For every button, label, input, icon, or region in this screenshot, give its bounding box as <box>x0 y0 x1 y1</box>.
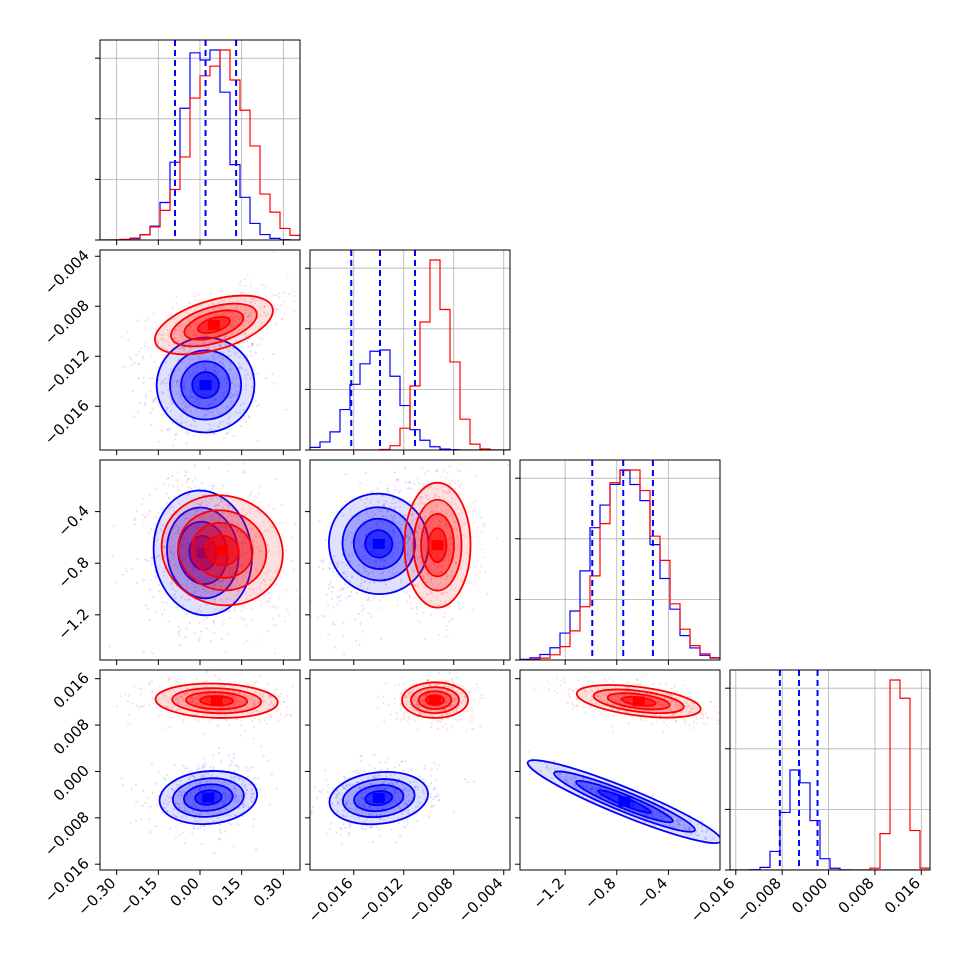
y-tick-label: −0.012 <box>41 346 93 398</box>
y-tick-label: −0.008 <box>41 808 93 860</box>
y-tick-label: −1.2 <box>54 605 92 643</box>
x-tick-label: 0.016 <box>881 874 924 917</box>
panel-3-2 <box>515 669 721 875</box>
histogram-red <box>730 679 930 870</box>
panel-3-1 <box>305 669 511 875</box>
panel-1-0 <box>95 249 301 455</box>
y-tick-label: −0.8 <box>54 553 92 591</box>
density-peak-red <box>210 695 223 706</box>
panel-3-3 <box>725 669 931 875</box>
density-peak-blue <box>372 793 385 804</box>
x-tick-label: 0.000 <box>788 874 831 917</box>
panel-2-2 <box>515 459 721 665</box>
panel-1-1 <box>305 249 511 455</box>
y-tick-label: 0.008 <box>50 715 93 758</box>
x-tick-label: −0.15 <box>116 874 161 919</box>
x-tick-label: −0.012 <box>355 874 407 926</box>
x-tick-label: −0.008 <box>405 874 457 926</box>
histogram-blue <box>730 769 930 870</box>
density-peak-blue <box>196 547 209 558</box>
panel-frame <box>519 459 721 661</box>
density-peak-red <box>431 540 444 551</box>
density-peak-red <box>216 545 229 556</box>
panel-frame <box>729 669 931 871</box>
x-tick-label: −0.008 <box>733 874 785 926</box>
y-tick-label: 0.016 <box>50 669 93 712</box>
y-tick-label: −0.008 <box>41 296 93 348</box>
x-tick-label: −0.016 <box>687 874 739 926</box>
x-tick-label: −0.4 <box>633 874 671 912</box>
x-tick-label: 0.30 <box>250 874 286 910</box>
density-peak-blue <box>618 796 631 807</box>
x-tick-label: −0.30 <box>74 874 119 919</box>
density-peak-red <box>207 320 220 330</box>
panel-frame <box>519 669 721 871</box>
histogram-red <box>520 469 720 660</box>
panel-2-1 <box>305 459 511 665</box>
y-tick-label: −0.016 <box>41 396 93 448</box>
density-peak-blue <box>199 380 212 390</box>
x-tick-label: −0.004 <box>455 874 507 926</box>
y-tick-label: 0.000 <box>50 762 93 805</box>
y-tick-label: −0.004 <box>41 246 93 298</box>
panel-0-0 <box>95 39 301 245</box>
density-peak-red <box>429 695 441 706</box>
x-tick-label: 0.008 <box>835 874 878 917</box>
x-tick-label: 0.15 <box>208 874 244 910</box>
panel-frame <box>309 459 511 661</box>
panel-2-0 <box>95 459 301 665</box>
x-tick-label: −1.2 <box>529 874 567 912</box>
x-tick-label: −0.016 <box>305 874 357 926</box>
density-peak-blue <box>372 538 385 549</box>
panel-frame <box>309 249 511 451</box>
histogram-red <box>100 49 300 240</box>
x-tick-label: −0.8 <box>581 874 619 912</box>
y-tick-label: −0.4 <box>54 502 92 540</box>
density-peak-blue <box>202 792 215 803</box>
panel-3-0 <box>95 669 301 875</box>
density-peak-red <box>632 696 645 707</box>
panel-frame <box>309 669 511 871</box>
x-tick-label: 0.00 <box>166 874 202 910</box>
